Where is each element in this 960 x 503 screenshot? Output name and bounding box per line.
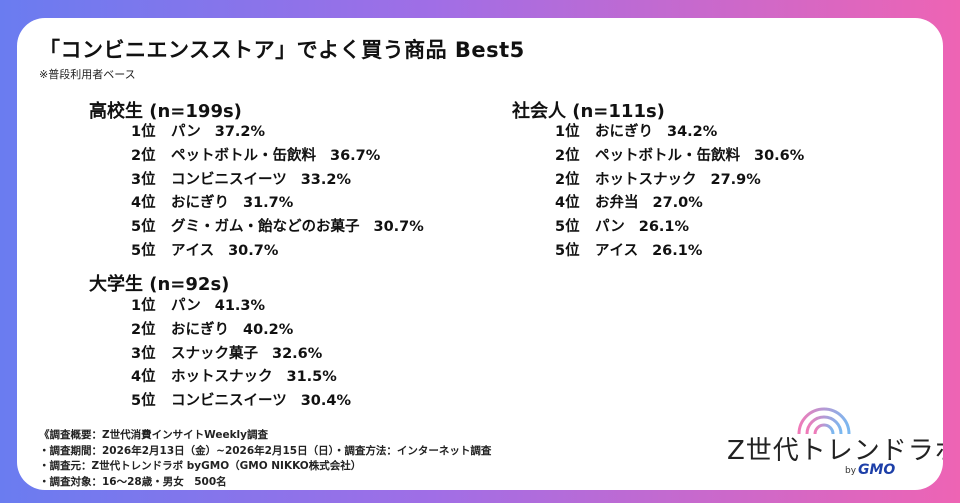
ranking-row: 3位 コンビニスイーツ 33.2% (131, 169, 424, 193)
brand-logo: Z世代トレンドラボ by GMO (727, 400, 943, 482)
ranking-row: 2位 ペットボトル・缶飲料 36.7% (131, 145, 424, 169)
percentage: 30.4% (300, 393, 352, 410)
rank-label: 1位 (131, 124, 156, 140)
item-name: ペットボトル・缶飲料 (595, 147, 740, 164)
survey-footer: 《調査概要：Z世代消費インサイトWeekly調査 ・調査期間：2026年2月13… (39, 428, 491, 490)
ranking-row: 2位 おにぎり 40.2% (131, 319, 351, 343)
rank-label: 5位 (555, 242, 580, 259)
item-name: コンビニスイーツ (171, 393, 287, 410)
footer-line: ・調査対象：16～28歳・男女 500名 (39, 475, 227, 488)
worker-title: 社会人 (n=111s) (512, 101, 665, 122)
item-name: パン (171, 124, 201, 140)
percentage: 32.6% (272, 345, 323, 362)
item-name: ホットスナック (595, 171, 697, 188)
ranking-row: 5位 パン 26.1% (555, 216, 804, 240)
item-name: おにぎり (171, 195, 229, 212)
ranking-row: 2位 ホットスナック 27.9% (555, 169, 804, 193)
footer-line: 《調査概要：Z世代消費インサイトWeekly調査 (39, 429, 268, 441)
item-name: パン (171, 298, 201, 314)
footer-line: ・調査元：Z世代トレンドラボ byGMO（GMO NIKKO株式会社） (39, 460, 362, 472)
percentage: 26.1% (638, 219, 690, 236)
sample-note: ※普段利用者ベース (39, 68, 136, 81)
ranking-row: 2位 ペットボトル・缶飲料 30.6% (555, 145, 804, 169)
content-card: 「コンビニエンスストア」でよく買う商品 Best5 ※普段利用者ベース 高校生 … (17, 18, 943, 490)
ranking-row: 1位 パン 37.2% (131, 121, 424, 145)
percentage: 26.1% (652, 242, 703, 259)
rank-label: 5位 (131, 242, 156, 259)
percentage: 30.7% (373, 219, 424, 236)
rank-label: 4位 (131, 195, 156, 212)
ranking-row: 4位 おにぎり 31.7% (131, 192, 424, 216)
rank-label: 5位 (131, 219, 156, 236)
ranking-row: 3位 スナック菓子 32.6% (131, 343, 351, 367)
percentage: 27.0% (652, 195, 703, 212)
highschool-ranking: 1位 パン 37.2% 2位 ペットボトル・缶飲料 36.7% 3位 コンビニスイーツ 33.2… (131, 121, 424, 264)
rank-label: 5位 (555, 219, 580, 236)
rank-label: 3位 (131, 345, 156, 362)
item-name: グミ・ガム・飴などのお菓子 (171, 219, 360, 236)
university-title: 大学生 (n=92s) (89, 274, 230, 295)
item-name: アイス (595, 242, 639, 259)
item-name: お弁当 (595, 195, 639, 212)
percentage: 36.7% (330, 147, 381, 164)
rank-label: 1位 (555, 124, 580, 140)
university-ranking: 1位 パン 41.3% 2位 おにぎり 40.2% 3位 スナック菓子 32.6% 4位 ホットスナ… (131, 295, 351, 414)
percentage: 30.7% (228, 242, 279, 259)
ranking-row: 5位 グミ・ガム・飴などのお菓子 30.7% (131, 216, 424, 240)
percentage: 31.7% (243, 195, 294, 212)
percentage: 37.2% (214, 124, 266, 140)
ranking-row: 5位 アイス 26.1% (555, 240, 804, 264)
item-name: スナック菓子 (171, 345, 258, 362)
rank-label: 1位 (131, 298, 156, 314)
logo-by: by (845, 466, 857, 476)
ranking-row: 1位 パン 41.3% (131, 295, 351, 319)
percentage: 30.6% (754, 147, 805, 164)
percentage: 40.2% (243, 321, 294, 338)
ranking-row: 5位 アイス 30.7% (131, 240, 424, 264)
percentage: 33.2% (300, 171, 352, 188)
item-name: ペットボトル・缶飲料 (171, 147, 316, 164)
rank-label: 4位 (131, 369, 156, 386)
item-name: ホットスナック (171, 369, 273, 386)
rank-label: 2位 (131, 321, 156, 338)
rank-label: 2位 (131, 147, 156, 164)
highschool-title: 高校生 (n=199s) (89, 101, 242, 122)
worker-ranking: 1位 おにぎり 34.2% 2位 ペットボトル・缶飲料 30.6% 2位 ホットスナック 27.… (555, 121, 804, 264)
signal-arcs-icon (797, 407, 851, 435)
rank-label: 2位 (555, 171, 580, 188)
item-name: アイス (171, 242, 215, 259)
percentage: 27.9% (710, 171, 761, 188)
item-name: パン (595, 219, 625, 236)
logo-name: Z世代トレンドラボ (727, 436, 943, 466)
footer-line: ・調査期間：2026年2月13日（金）~2026年2月15日（日）・調査方法：イ… (39, 444, 492, 457)
percentage: 41.3% (214, 298, 266, 314)
item-name: おにぎり (171, 321, 229, 338)
rank-label: 3位 (131, 171, 156, 188)
ranking-row: 4位 ホットスナック 31.5% (131, 366, 351, 390)
ranking-row: 5位 コンビニスイーツ 30.4% (131, 390, 351, 414)
rank-label: 5位 (131, 393, 156, 410)
rank-label: 2位 (555, 147, 580, 164)
item-name: コンビニスイーツ (171, 171, 287, 188)
logo-gmo: GMO (858, 462, 896, 478)
page-title: 「コンビニエンスストア」でよく買う商品 Best5 (39, 38, 525, 62)
ranking-row: 4位 お弁当 27.0% (555, 192, 804, 216)
item-name: おにぎり (595, 124, 653, 140)
rank-label: 4位 (555, 195, 580, 212)
percentage: 31.5% (286, 369, 337, 386)
ranking-row: 1位 おにぎり 34.2% (555, 121, 804, 145)
percentage: 34.2% (667, 124, 718, 140)
